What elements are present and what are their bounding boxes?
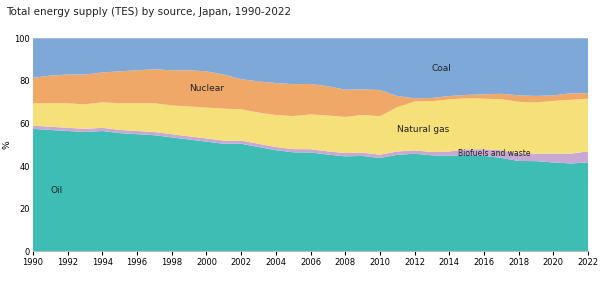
Text: Coal: Coal xyxy=(432,64,452,73)
Text: Oil: Oil xyxy=(50,186,62,195)
Text: Total energy supply (TES) by source, Japan, 1990-2022: Total energy supply (TES) by source, Jap… xyxy=(6,7,291,17)
Text: Biofuels and waste: Biofuels and waste xyxy=(458,149,530,158)
Text: Nuclear: Nuclear xyxy=(189,84,224,93)
Y-axis label: %: % xyxy=(2,141,11,149)
Text: Natural gas: Natural gas xyxy=(397,125,449,134)
